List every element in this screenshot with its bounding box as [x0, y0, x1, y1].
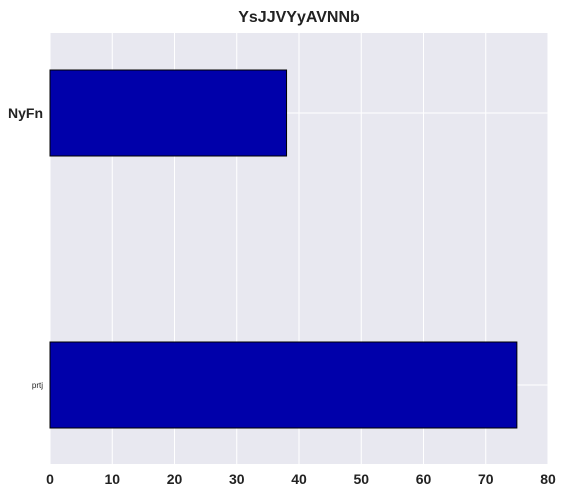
y-tick-label-prtj: prtj [32, 381, 43, 390]
x-axis-ticks: 0 10 20 30 40 50 60 70 80 [46, 471, 556, 487]
y-axis-ticks: NyFn prtj [8, 105, 43, 390]
x-tick-label: 80 [540, 471, 556, 487]
bar-nyfn [49, 69, 288, 157]
x-tick-label: 70 [478, 471, 494, 487]
x-tick-label: 30 [229, 471, 245, 487]
x-tick-label: 0 [46, 471, 54, 487]
x-tick-label: 50 [353, 471, 369, 487]
chart-title: YsJJVYyAVNNb [238, 9, 360, 26]
x-tick-label: 10 [104, 471, 120, 487]
bars [49, 69, 518, 429]
x-tick-label: 60 [416, 471, 432, 487]
bar-prtj [49, 341, 518, 429]
y-tick-label-nyfn: NyFn [8, 105, 43, 121]
x-tick-label: 40 [291, 471, 307, 487]
x-tick-label: 20 [167, 471, 183, 487]
